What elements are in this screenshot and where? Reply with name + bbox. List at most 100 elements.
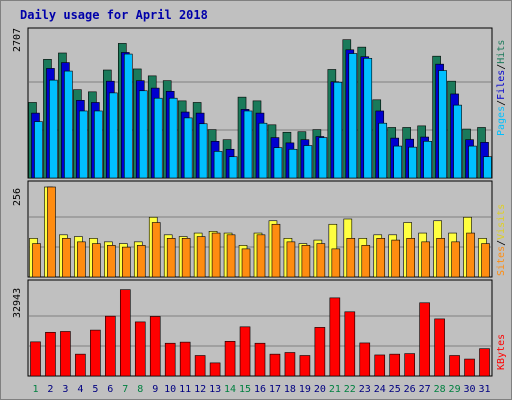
bar-pages-11 [183, 117, 193, 179]
bar-pages-22 [348, 53, 358, 179]
bar-kbytes-28 [434, 318, 445, 377]
bar-sites-28 [436, 238, 445, 278]
legend-sites-visits: Sites/Visits [496, 204, 507, 276]
bar-pages-9 [153, 97, 163, 179]
bar-kbytes-9 [149, 316, 161, 377]
bar-sites-16 [256, 234, 266, 278]
legend-pages: Pages [496, 106, 507, 136]
bar-kbytes-17 [269, 353, 281, 377]
bar-sites-20 [316, 243, 326, 278]
day-label-16: 16 [254, 384, 266, 395]
bar-kbytes-11 [179, 341, 191, 377]
bar-kbytes-23 [359, 342, 371, 377]
bar-kbytes-14 [224, 341, 236, 377]
bar-pages-29 [453, 104, 462, 179]
bar-kbytes-16 [254, 342, 266, 377]
bar-kbytes-24 [374, 354, 386, 377]
bar-kbytes-31 [479, 348, 490, 377]
day-label-21: 21 [329, 384, 341, 395]
bar-sites-29 [451, 241, 460, 278]
bar-sites-3 [62, 238, 71, 278]
ymax-label-hits: 2707 [12, 28, 23, 52]
bar-kbytes-5 [90, 329, 101, 377]
bar-sites-13 [211, 232, 221, 278]
bar-kbytes-26 [404, 353, 415, 377]
bar-kbytes-15 [239, 326, 251, 377]
bar-kbytes-20 [314, 327, 326, 377]
day-label-27: 27 [419, 384, 431, 395]
day-label-4: 4 [77, 384, 83, 395]
bar-sites-19 [301, 245, 311, 278]
ymax-label-kbytes: 32943 [12, 288, 23, 318]
day-labels: 1 2 3 4 5 6 7 8 9 10 11 12 13 14 15 16 17 18 19 20 21 22 23 24 2… [32, 384, 490, 395]
bar-sites-9 [151, 222, 161, 278]
bar-sites-27 [421, 241, 430, 278]
bars [28, 39, 492, 377]
bar-pages-5 [94, 110, 103, 179]
day-label-28: 28 [434, 384, 446, 395]
day-label-19: 19 [299, 384, 311, 395]
bar-sites-14 [226, 234, 236, 278]
day-label-12: 12 [194, 384, 206, 395]
bar-sites-7 [121, 246, 131, 278]
bar-sites-17 [271, 223, 281, 278]
bar-pages-12 [198, 123, 208, 179]
bar-pages-28 [438, 70, 447, 179]
bar-pages-17 [273, 147, 283, 179]
bar-pages-26 [408, 146, 417, 179]
bar-sites-10 [166, 238, 176, 278]
day-label-6: 6 [107, 384, 113, 395]
legend-pages-files-hits: Pages/Files/Hits [496, 40, 507, 136]
bar-sites-21 [331, 248, 341, 278]
bar-sites-12 [196, 236, 206, 278]
bar-sites-31 [481, 243, 490, 278]
day-label-2: 2 [47, 384, 53, 395]
day-label-15: 15 [239, 384, 251, 395]
bar-pages-25 [393, 145, 403, 179]
day-label-7: 7 [122, 384, 128, 395]
bar-sites-6 [107, 245, 116, 278]
bar-sites-30 [466, 232, 475, 278]
bar-pages-7 [123, 53, 133, 179]
bar-kbytes-30 [464, 358, 475, 377]
bar-pages-13 [213, 151, 223, 179]
bar-pages-24 [378, 122, 388, 179]
day-label-26: 26 [404, 384, 416, 395]
bar-pages-14 [228, 156, 238, 179]
day-label-17: 17 [269, 384, 281, 395]
bar-kbytes-25 [389, 353, 401, 377]
bar-kbytes-8 [134, 321, 146, 377]
legend-sep-1: / [496, 100, 507, 106]
day-label-9: 9 [152, 384, 158, 395]
day-label-22: 22 [344, 384, 356, 395]
bar-kbytes-18 [284, 352, 296, 377]
bar-sites-18 [286, 241, 296, 278]
bar-kbytes-7 [119, 289, 131, 377]
bar-pages-3 [64, 70, 73, 179]
bar-pages-27 [423, 140, 432, 179]
bar-sites-8 [136, 245, 146, 278]
day-label-30: 30 [464, 384, 476, 395]
day-label-3: 3 [62, 384, 68, 395]
legend-sites: Sites [496, 246, 507, 276]
legend-files: Files [496, 70, 507, 100]
bar-kbytes-10 [164, 342, 176, 377]
bar-kbytes-21 [329, 297, 341, 377]
bar-kbytes-3 [60, 331, 71, 377]
legend-sep-2: / [496, 64, 507, 70]
day-label-24: 24 [374, 384, 386, 395]
bar-kbytes-1 [30, 341, 41, 377]
bar-kbytes-4 [75, 353, 86, 377]
bar-pages-18 [288, 148, 298, 179]
day-label-25: 25 [389, 384, 401, 395]
day-label-18: 18 [284, 384, 296, 395]
bar-pages-20 [318, 137, 328, 179]
bar-pages-1 [34, 121, 43, 179]
bar-pages-19 [303, 145, 313, 179]
bar-sites-15 [241, 248, 251, 278]
day-label-11: 11 [179, 384, 191, 395]
bar-pages-23 [363, 58, 373, 179]
bar-kbytes-12 [194, 355, 206, 377]
legend-hits: Hits [496, 40, 507, 64]
